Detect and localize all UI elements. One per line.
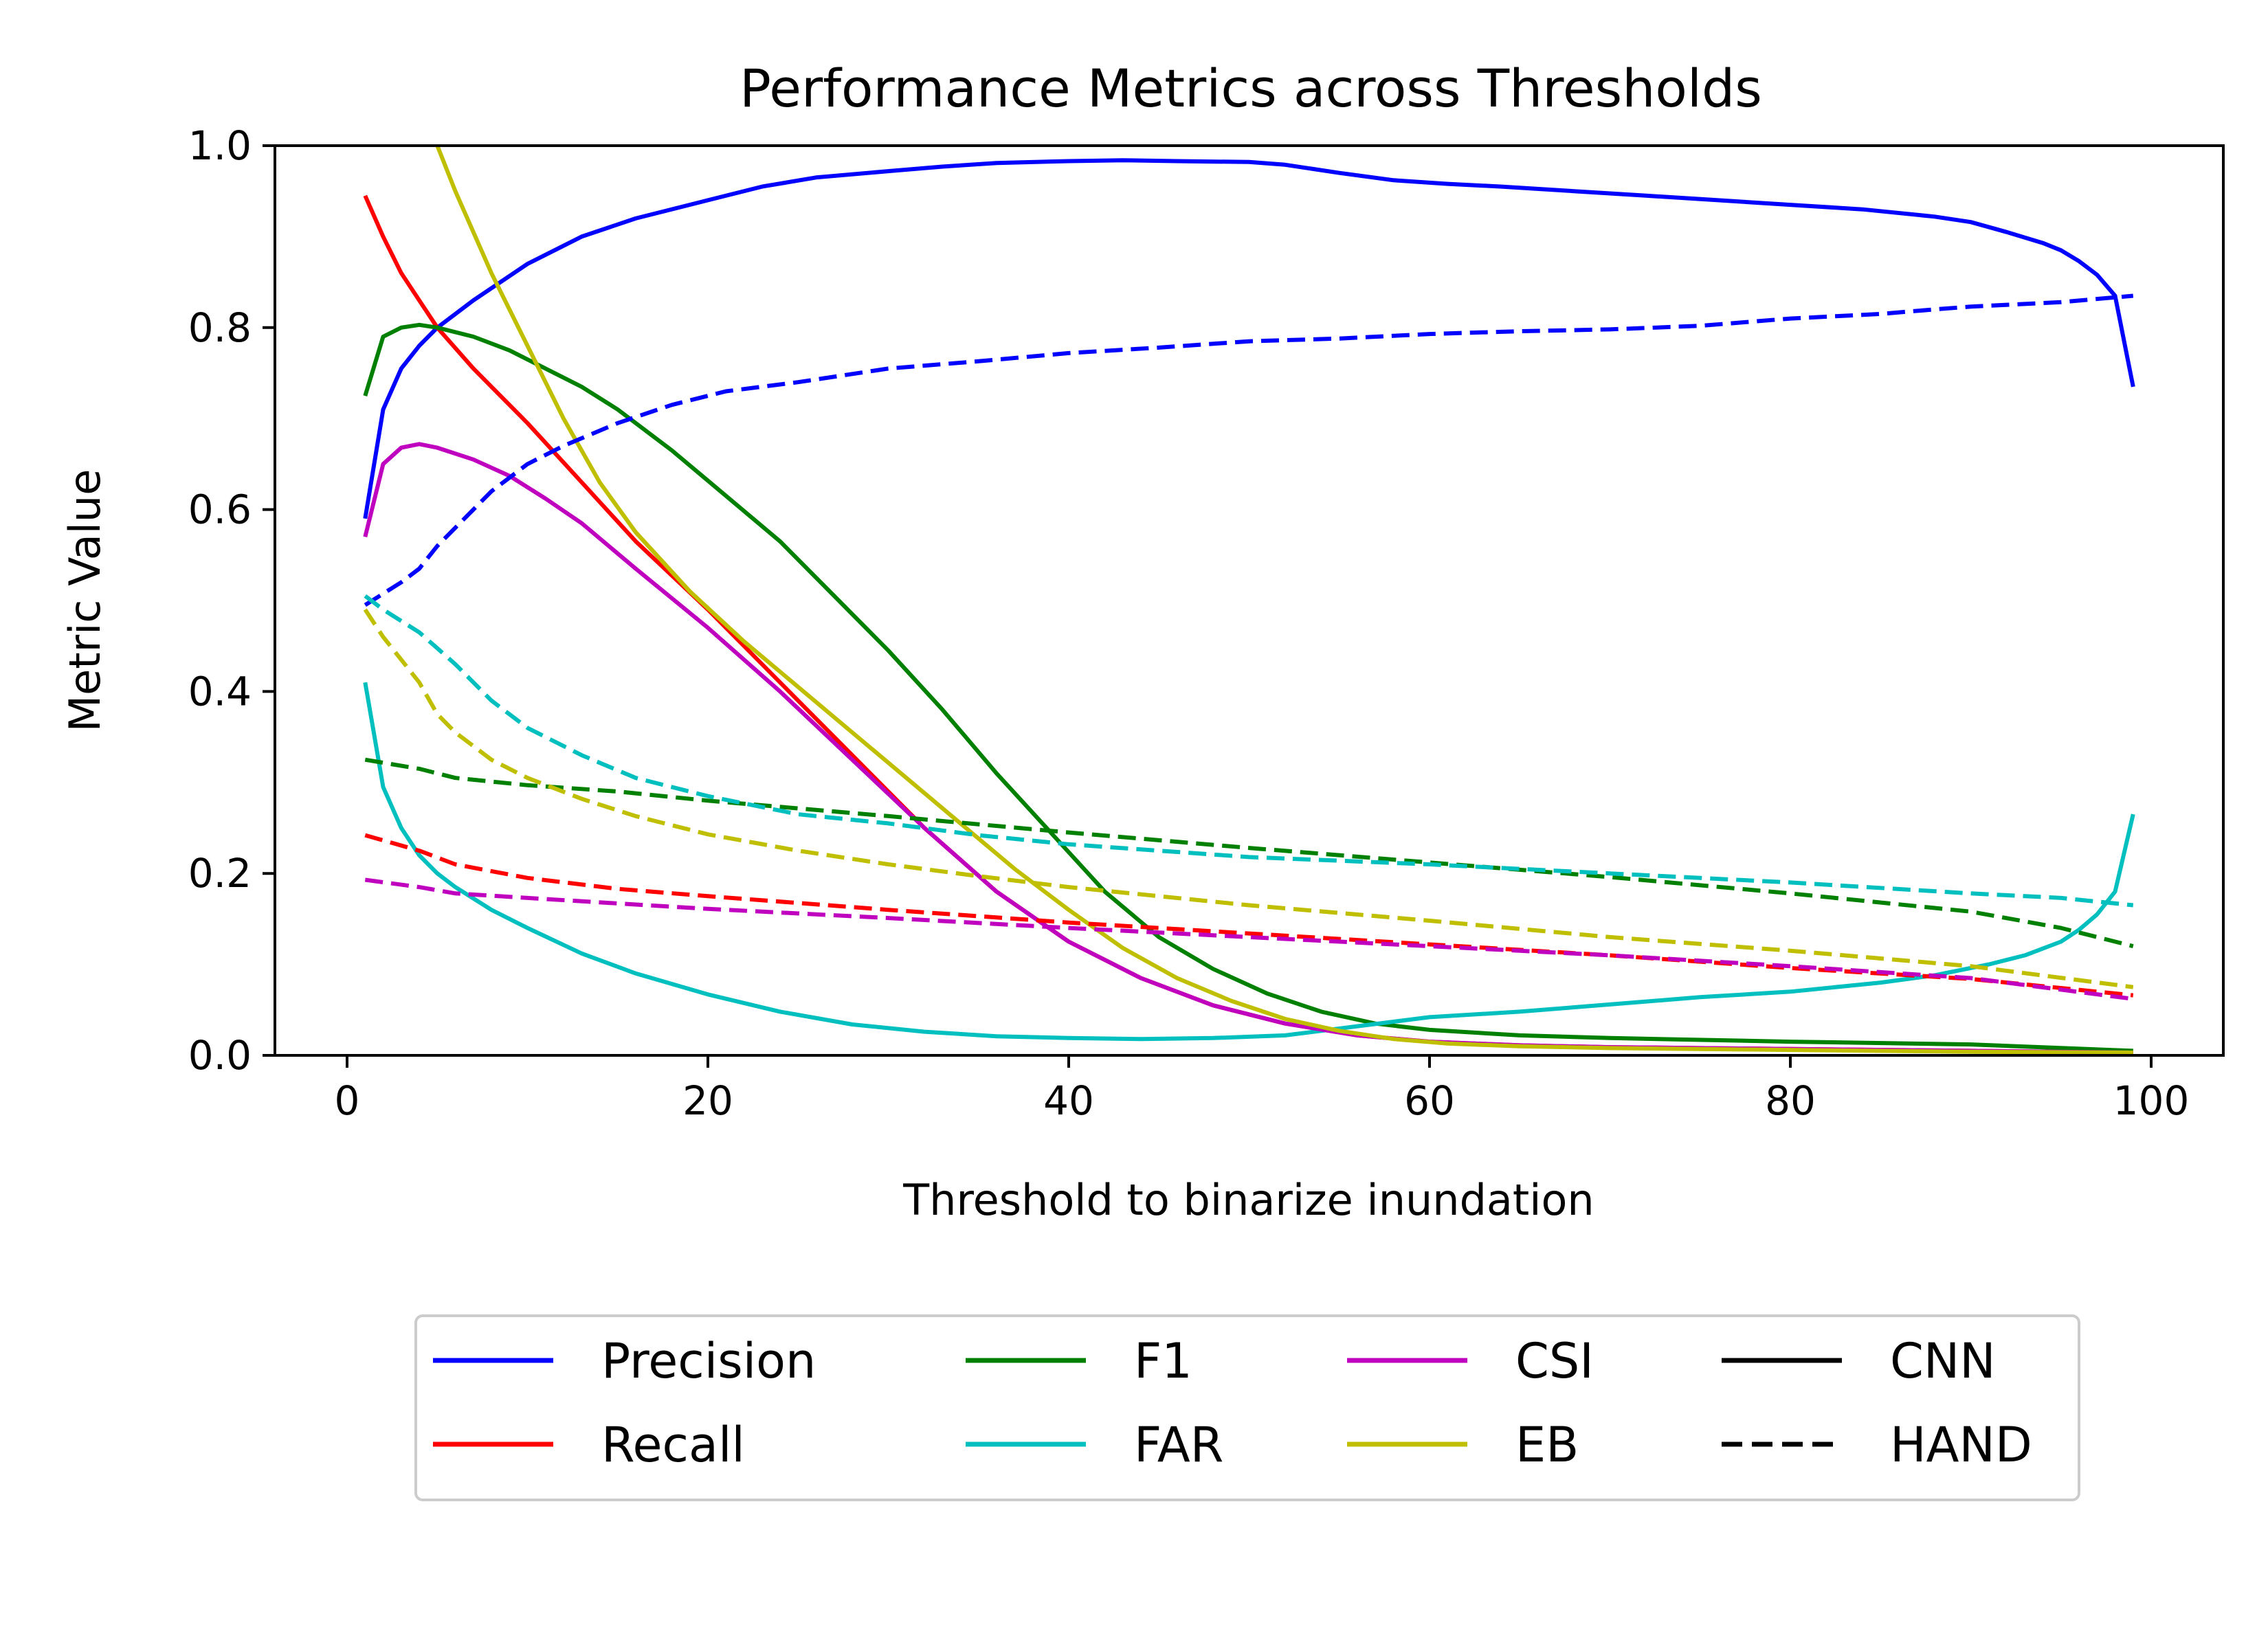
plot-frame — [274, 144, 2225, 1057]
legend-label-eb: EB — [1515, 1417, 1579, 1473]
y-axis-label: Metric Value — [60, 469, 110, 732]
series-line-precision-hand — [364, 293, 2134, 607]
series-line-precision-cnn — [363, 158, 2135, 519]
x-tick-label: 0 — [335, 1077, 360, 1124]
x-tick-label: 20 — [682, 1077, 733, 1124]
legend-label-far: FAR — [1134, 1417, 1223, 1473]
legend-label-cnn: CNN — [1890, 1333, 1996, 1389]
legend-label-f1: F1 — [1134, 1333, 1192, 1389]
legend-label-recall: Recall — [601, 1417, 745, 1473]
x-axis: 0 20 40 60 80 100 — [335, 1055, 2190, 1124]
series-line-far-hand — [364, 594, 2134, 908]
series-layer — [363, 146, 2135, 1055]
x-tick-label: 100 — [2113, 1077, 2190, 1124]
y-tick-label: 1.0 — [188, 122, 252, 169]
series-line-f1-cnn — [363, 322, 2133, 1053]
y-tick-label: 0.6 — [188, 486, 252, 533]
chart-title: Performance Metrics across Thresholds — [740, 58, 1762, 119]
x-axis-label: Threshold to binarize inundation — [902, 1175, 1594, 1225]
x-tick-label: 40 — [1043, 1077, 1094, 1124]
legend-label-precision: Precision — [601, 1333, 816, 1389]
y-tick-label: 0.0 — [188, 1032, 252, 1079]
legend-label-csi: CSI — [1515, 1333, 1594, 1389]
series-line-csi-hand — [364, 877, 2134, 1001]
legend-label-hand: HAND — [1890, 1417, 2032, 1473]
y-tick-label: 0.8 — [188, 304, 252, 351]
series-line-far-cnn — [363, 682, 2135, 1042]
series-line-eb-hand — [363, 608, 2134, 989]
y-axis: 0.0 0.2 0.4 0.6 0.8 1.0 — [188, 122, 275, 1079]
legend: Precision Recall F1 FAR CSI EB CNN HAND — [414, 1314, 2080, 1501]
x-tick-label: 60 — [1404, 1077, 1455, 1124]
series-line-f1-hand — [364, 757, 2134, 949]
y-tick-label: 0.4 — [188, 668, 252, 715]
series-line-recall-hand — [364, 833, 2134, 998]
x-tick-label: 80 — [1765, 1077, 1816, 1124]
legend-box — [414, 1314, 2080, 1501]
y-tick-label: 0.2 — [188, 850, 252, 897]
